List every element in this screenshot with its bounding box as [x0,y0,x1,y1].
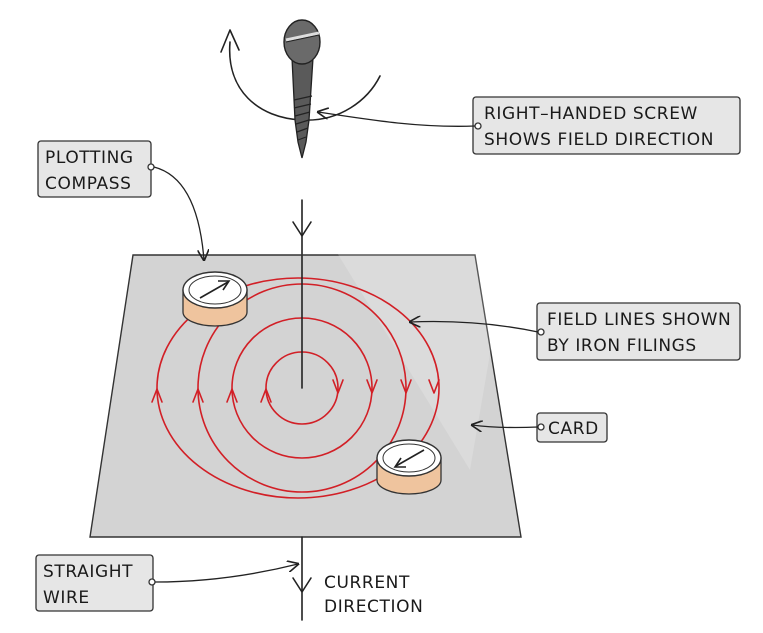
label-compass: PLOTTING COMPASS [37,140,204,260]
label-field-lines: FIELD LINES SHOWN BY IRON FILINGS [410,302,741,361]
current-direction-line1: CURRENT [324,573,410,593]
field-lines [156,277,440,499]
label-card: CARD [472,412,608,443]
label-screw-line2: SHOWS FIELD DIRECTION [484,130,714,150]
label-wire-line2: WIRE [43,588,90,608]
plotting-compass-icon [182,271,248,327]
label-compass-line1: PLOTTING [45,148,134,168]
label-screw-line1: RIGHT–HANDED SCREW [484,104,698,124]
current-direction-label: CURRENT DIRECTION [324,573,423,617]
wire-upper [292,199,312,257]
current-direction-line2: DIRECTION [324,597,423,617]
label-wire-line1: STRAIGHT [43,562,133,582]
wire-lower [292,536,312,621]
label-screw: RIGHT–HANDED SCREW SHOWS FIELD DIRECTION [318,96,741,155]
label-compass-line2: COMPASS [45,174,132,194]
label-field-line1: FIELD LINES SHOWN [547,310,731,330]
plotting-compass-icon [376,439,442,495]
field-arrows [151,379,440,403]
label-card-text: CARD [548,419,599,439]
right-handed-screw-icon [283,19,321,159]
label-field-line2: BY IRON FILINGS [547,336,697,356]
label-wire: STRAIGHT WIRE [35,554,298,612]
